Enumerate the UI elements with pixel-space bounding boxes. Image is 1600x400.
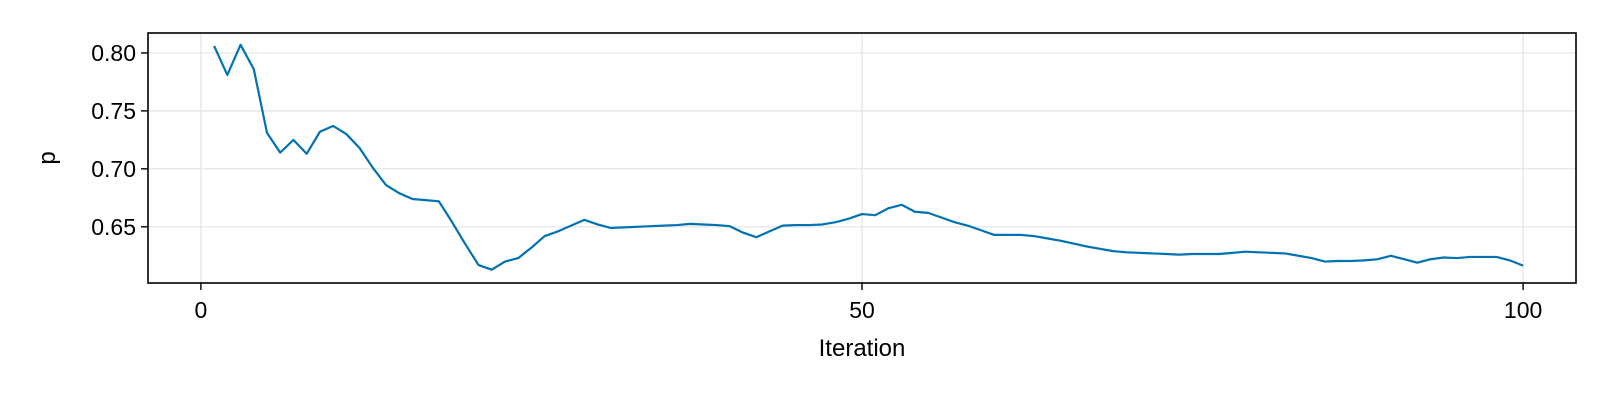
y-tick-label: 0.75 [91,98,136,124]
y-tick-label: 0.80 [91,40,136,66]
y-axis-ticks: 0.65 0.70 0.75 0.80 [91,40,148,240]
x-axis-ticks: 0 50 100 [194,283,1542,323]
y-axis-label: p [34,151,61,164]
grid-lines [148,33,1576,283]
x-tick-label: 100 [1504,297,1542,323]
y-tick-label: 0.70 [91,156,136,182]
y-tick-label: 0.65 [91,214,136,240]
x-axis-label: Iteration [819,335,906,362]
x-tick-label: 50 [849,297,875,323]
x-tick-label: 0 [194,297,207,323]
series-line [213,43,1524,271]
